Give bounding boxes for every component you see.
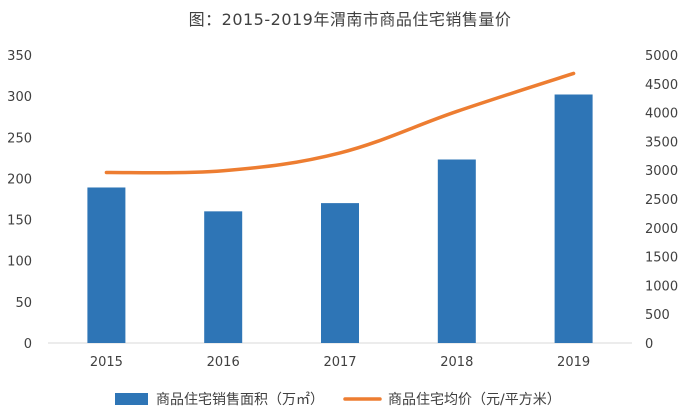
legend: 商品住宅销售面积（万㎡） 商品住宅均价（元/平方米）	[115, 392, 561, 408]
x-tick-label: 2018	[440, 355, 473, 370]
y-left-tick-label: 0	[24, 337, 32, 352]
y-right-tick-label: 5000	[645, 49, 678, 64]
y-axis-right: 0 500 1000 1500 2000 2500 3000 3500 4000 4500 5000	[645, 49, 678, 352]
bar-2017	[321, 203, 359, 343]
bar-2018	[437, 159, 476, 343]
line-series	[104, 71, 576, 175]
y-left-tick-label: 200	[7, 172, 32, 187]
y-right-tick-label: 3500	[645, 135, 678, 150]
y-left-tick-label: 150	[7, 214, 32, 229]
bar-2019	[554, 94, 593, 343]
y-right-tick-label: 2500	[645, 193, 678, 208]
y-right-tick-label: 1500	[645, 251, 678, 266]
y-left-tick-label: 300	[7, 90, 32, 105]
y-left-tick-label: 50	[15, 296, 32, 311]
y-left-tick-label: 250	[7, 131, 32, 146]
bar-2016	[204, 211, 243, 343]
x-tick-label: 2016	[207, 355, 240, 370]
bar-series	[87, 94, 593, 343]
legend-label-line: 商品住宅均价（元/平方米）	[388, 392, 561, 408]
y-left-tick-label: 100	[7, 255, 32, 270]
x-axis: 2015 2016 2017 2018 2019	[90, 355, 590, 370]
y-right-tick-label: 500	[645, 308, 670, 323]
x-tick-label: 2015	[90, 355, 123, 370]
bar-2015	[87, 187, 126, 343]
y-right-tick-label: 0	[645, 337, 653, 352]
legend-swatch-bar	[115, 393, 148, 405]
x-tick-label: 2017	[323, 355, 356, 370]
legend-label-bar: 商品住宅销售面积（万㎡）	[156, 392, 324, 408]
y-right-tick-label: 4000	[645, 107, 678, 122]
y-right-tick-label: 3000	[645, 164, 678, 179]
chart-title: 图：2015-2019年渭南市商品住宅销售量价	[188, 10, 512, 29]
x-tick-label: 2019	[557, 355, 590, 370]
y-left-tick-label: 350	[7, 49, 32, 64]
price-line	[104, 71, 576, 175]
y-right-tick-label: 1000	[645, 279, 678, 294]
y-right-tick-label: 4500	[645, 78, 678, 93]
y-right-tick-label: 2000	[645, 222, 678, 237]
y-axis-left: 0 50 100 150 200 250 300 350	[7, 49, 32, 352]
